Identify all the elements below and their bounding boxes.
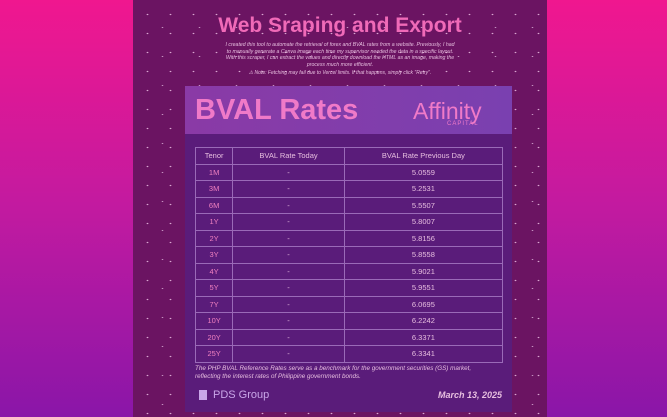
panel: Web Sraping and Export I created this to…: [133, 0, 547, 417]
card-header: BVAL Rates Affinity CAPITAL: [185, 86, 512, 134]
table-row: 2Y -5.8156: [194, 229, 504, 247]
note: ⚠ Note: Fetching may fail due to Vercel …: [248, 70, 432, 76]
table-cell: 1M: [194, 163, 234, 181]
table-cell: -: [232, 262, 345, 280]
table-row: 1Y -5.8007: [194, 213, 504, 231]
brand-icon: [199, 390, 207, 400]
table-cell: 5.9021: [343, 262, 504, 280]
table-cell: -: [232, 295, 345, 313]
rates-table: Tenor BVAL Rate Today BVAL Rate Previous D…: [194, 147, 504, 363]
table-cell: 2Y: [194, 229, 234, 247]
table-cell: 6.3371: [343, 328, 504, 346]
table-cell: -: [232, 328, 345, 346]
table-cell: 4Y: [194, 262, 234, 280]
table-cell: -: [232, 163, 345, 181]
table-cell: 20Y: [194, 328, 234, 346]
table-row: 6M -5.5507: [194, 196, 504, 214]
table-cell: 25Y: [194, 345, 234, 363]
table-cell: 5.8558: [343, 246, 504, 264]
logo: Affinity: [413, 98, 482, 124]
table-cell: 7Y: [194, 295, 234, 313]
table-cell: -: [232, 279, 345, 297]
table-cell: 5Y: [194, 279, 234, 297]
table-cell: 6.3341: [343, 345, 504, 363]
table-cell: 5.0559: [343, 163, 504, 181]
table-cell: 6M: [194, 196, 234, 214]
table-cell: 10Y: [194, 312, 234, 330]
date: March 13, 2025: [437, 390, 502, 400]
table-row: 20Y -6.3371: [194, 328, 504, 346]
description: I created this tool to automate the retr…: [225, 42, 455, 68]
logo-sub: CAPITAL: [447, 121, 479, 127]
table-cell: -: [232, 312, 345, 330]
table-row: 10Y -6.2242: [194, 312, 504, 330]
card-title: BVAL Rates: [195, 94, 359, 126]
table-cell: 5.8007: [343, 213, 504, 231]
table-row: 4Y -5.9021: [194, 262, 504, 280]
table-cell: 1Y: [194, 213, 234, 231]
table-row: 7Y -6.0695: [194, 295, 504, 313]
table-cell: -: [232, 180, 345, 198]
table-cell: -: [232, 196, 345, 214]
table-cell: 3Y: [194, 246, 234, 264]
column-header: BVAL Rate Today: [232, 147, 345, 165]
table-cell: -: [232, 229, 345, 247]
table-cell: 5.8156: [343, 229, 504, 247]
table-cell: 5.2531: [343, 180, 504, 198]
table-cell: -: [232, 345, 345, 363]
table-cell: -: [232, 213, 345, 231]
table-cell: -: [232, 246, 345, 264]
table-row: 3Y -5.8558: [194, 246, 504, 264]
table-cell: 5.5507: [343, 196, 504, 214]
header-row: Tenor BVAL Rate Today BVAL Rate Previous D…: [194, 147, 504, 165]
table-row: 3M -5.2531: [194, 180, 504, 198]
table-row: 25Y -6.3341: [194, 345, 504, 363]
brand: PDS Group: [213, 389, 270, 401]
table-cell: 5.9551: [343, 279, 504, 297]
table-cell: 3M: [194, 180, 234, 198]
card: BVAL Rates Affinity CAPITAL Tenor BVAL Ra…: [185, 86, 512, 412]
footnote: The PHP BVAL Reference Rates serve as a …: [195, 365, 472, 380]
column-header: Tenor: [194, 147, 234, 165]
page-title: Web Sraping and Export: [218, 14, 462, 37]
table-row: 5Y -5.9551: [194, 279, 504, 297]
column-header: BVAL Rate Previous Day: [343, 147, 504, 165]
table-cell: 6.0695: [343, 295, 504, 313]
table-cell: 6.2242: [343, 312, 504, 330]
table-row: 1M -5.0559: [194, 163, 504, 181]
